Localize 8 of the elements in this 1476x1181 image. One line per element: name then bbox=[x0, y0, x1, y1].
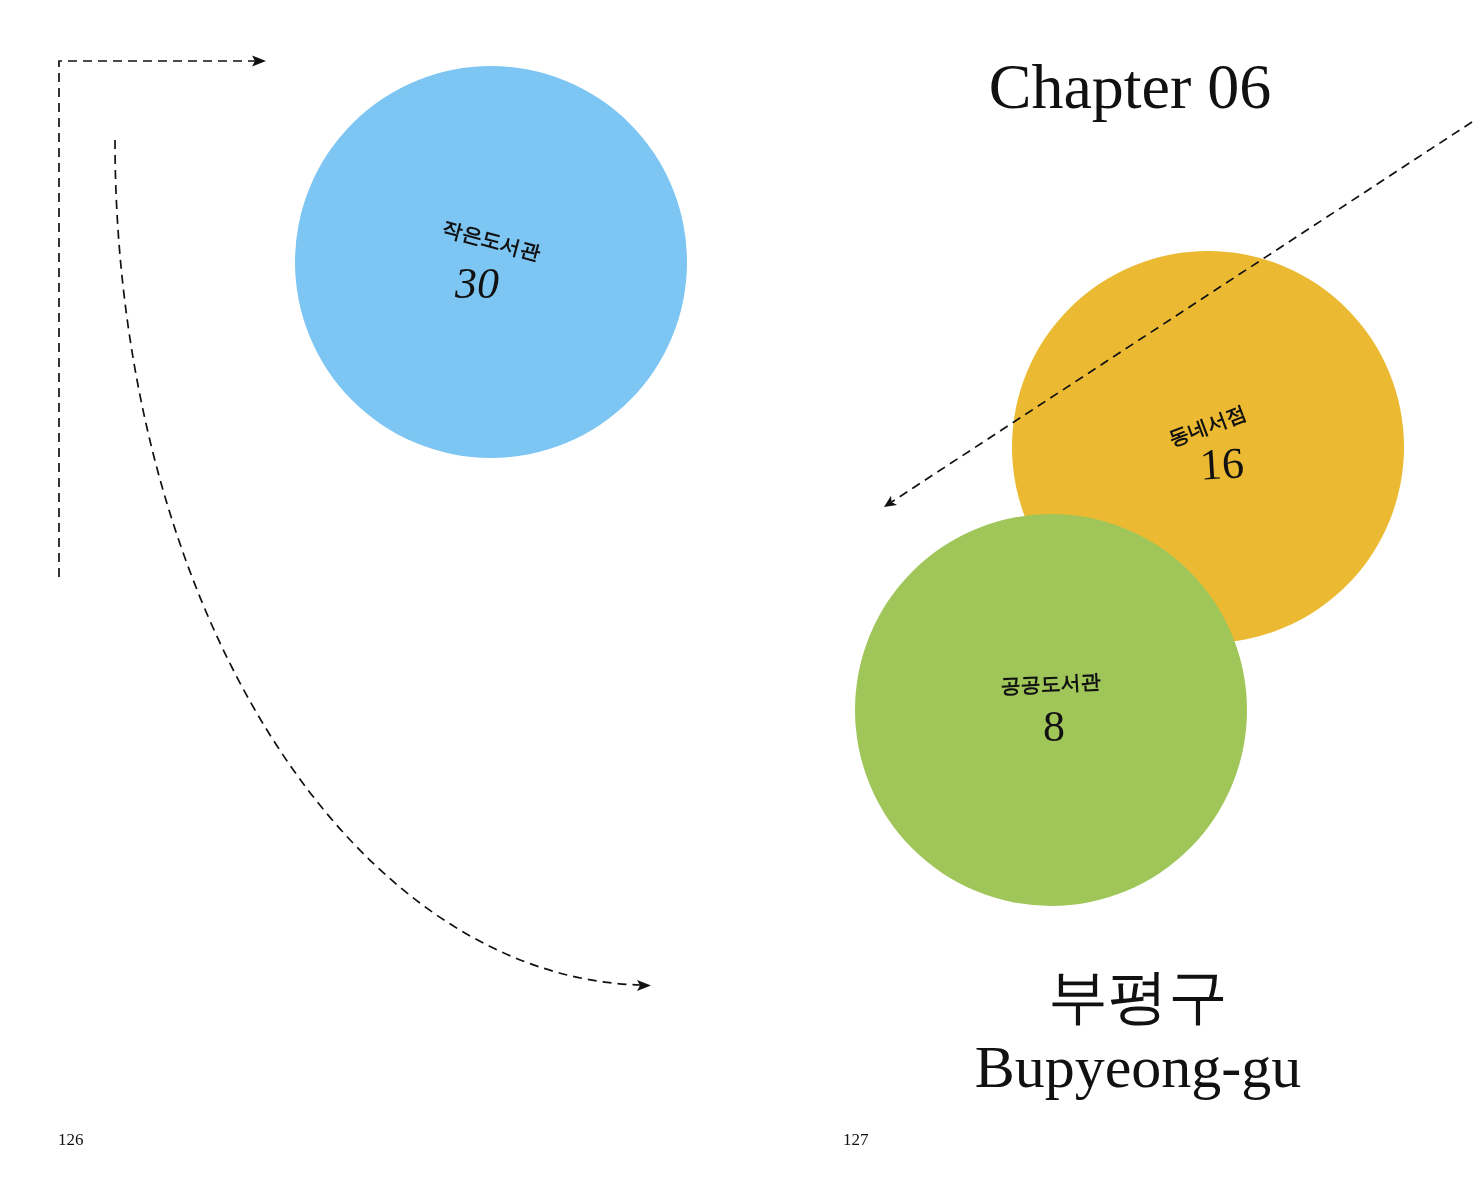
text: Chapter 06 bbox=[988, 50, 1272, 124]
data-label: 30 bbox=[454, 258, 499, 308]
data-label: 16 bbox=[1198, 438, 1246, 490]
data-label: 8 bbox=[1043, 701, 1065, 751]
text: 127 bbox=[843, 1130, 869, 1150]
text: 126 bbox=[58, 1130, 84, 1150]
category-label: 공공도서관 bbox=[1000, 668, 1102, 698]
text: 부평구 Bupyeong-gu bbox=[974, 963, 1302, 1102]
